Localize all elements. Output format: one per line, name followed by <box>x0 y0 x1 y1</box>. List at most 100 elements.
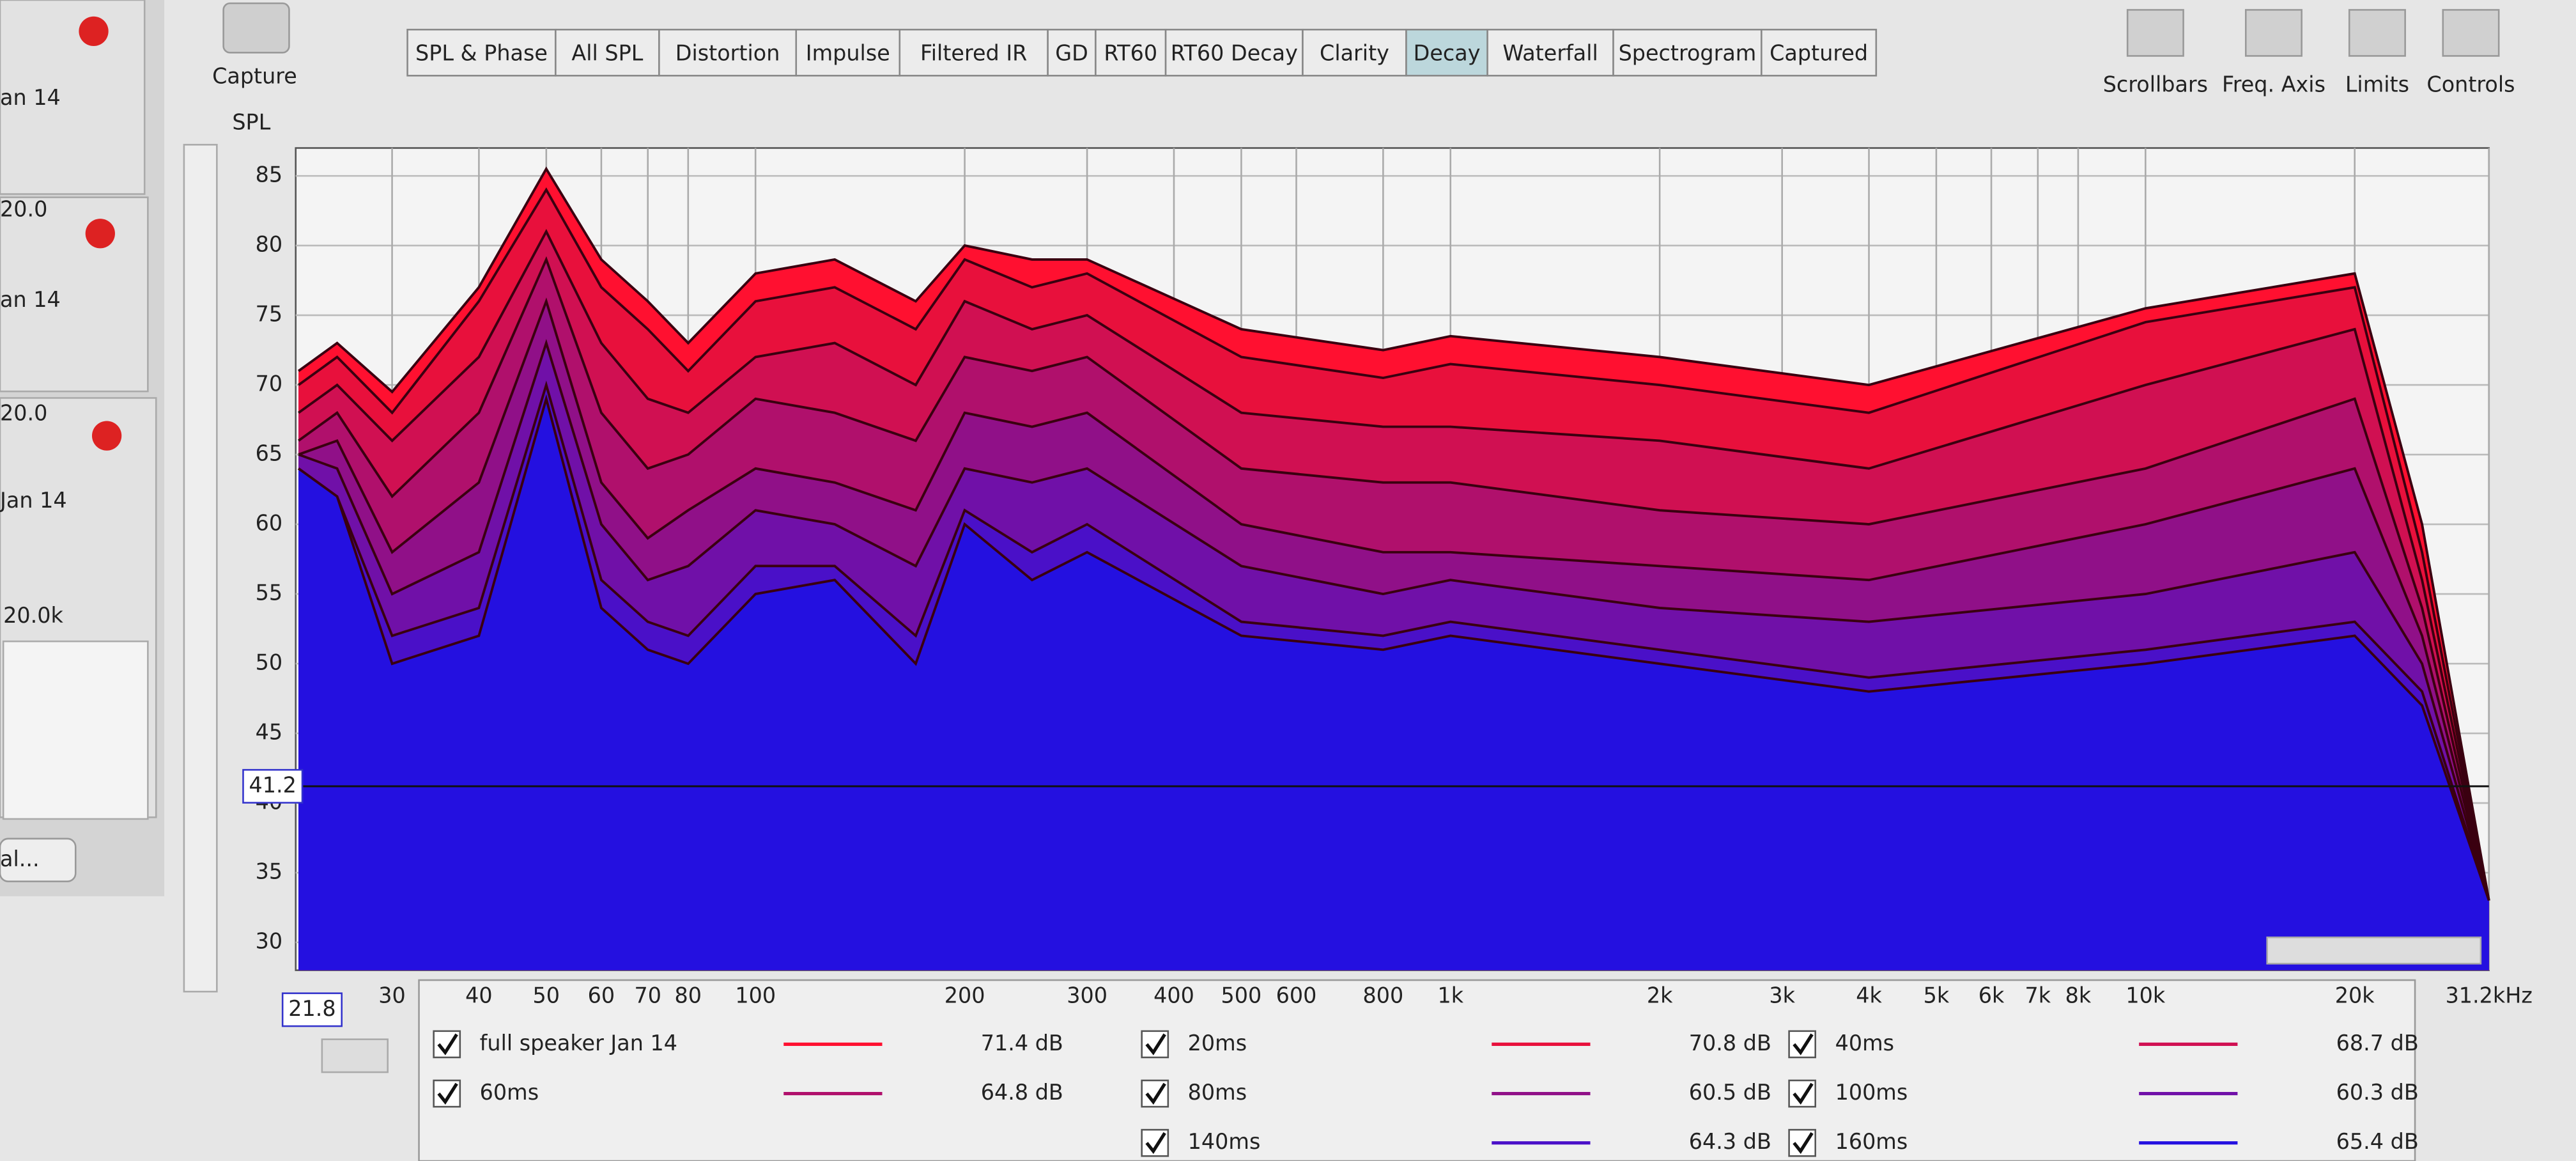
x-tick-label: 3k <box>1769 983 1795 1008</box>
cursor-x-label: 21.8 <box>288 996 335 1021</box>
close-icon[interactable] <box>79 16 109 47</box>
sidebar-text: 20.0 <box>0 197 47 222</box>
sidebar-text: an 14 <box>0 85 61 110</box>
toolbar-icon[interactable] <box>2244 9 2302 57</box>
legend-name: 100ms <box>1835 1080 1908 1105</box>
x-tick-label: 50 <box>533 983 560 1008</box>
close-icon[interactable] <box>91 421 122 451</box>
button[interactable] <box>0 838 77 883</box>
tab[interactable] <box>1486 29 1614 77</box>
checkmark <box>1145 1033 1166 1056</box>
decay-line <box>297 166 2490 901</box>
toolbar-button-label: Limits <box>2345 72 2409 97</box>
y-tick-label: 70 <box>256 371 283 396</box>
y-tick-label: 45 <box>256 720 283 745</box>
scroll-arrow[interactable] <box>321 1038 389 1073</box>
decay-line <box>298 297 2490 901</box>
close-icon[interactable] <box>85 219 115 249</box>
x-tick-label: 8k <box>2065 983 2092 1008</box>
capture-label: Capture <box>212 63 297 88</box>
y-tick-label: 75 <box>256 302 283 327</box>
x-tick-label: 800 <box>1362 983 1403 1008</box>
tab-label: SPL & Phase <box>415 40 548 65</box>
y-tick-label: 50 <box>256 650 283 675</box>
tab-label: All SPL <box>571 40 643 65</box>
y-tick-label: 35 <box>256 859 283 884</box>
panel <box>0 0 146 195</box>
tab[interactable] <box>1164 29 1304 77</box>
x-tick-label: 4k <box>1856 983 1882 1008</box>
x-tick-label: 200 <box>945 983 985 1008</box>
legend-name: 160ms <box>1835 1129 1908 1154</box>
toolbar-icon[interactable] <box>2348 9 2406 57</box>
y-tick-label: 30 <box>256 929 283 954</box>
legend-value: 64.8 dB <box>981 1080 1063 1105</box>
plot <box>295 148 2490 970</box>
legend-name: 80ms <box>1188 1080 1247 1105</box>
decay-line <box>297 228 2490 901</box>
checkmark <box>1793 1082 1814 1105</box>
tab[interactable] <box>1761 29 1878 77</box>
x-tick-label: 1k <box>1437 983 1463 1008</box>
x-tick-label: 2k <box>1647 983 1673 1008</box>
panel <box>0 196 149 393</box>
cursor-box <box>242 768 304 804</box>
checkbox[interactable] <box>1788 1128 1817 1157</box>
cursor-y-label: 41.2 <box>249 772 297 797</box>
checkbox[interactable] <box>1141 1079 1169 1108</box>
tab[interactable] <box>658 29 798 77</box>
sidebar-text: 20.0 <box>0 401 47 426</box>
tab[interactable] <box>406 29 557 77</box>
tab-label: Clarity <box>1320 40 1389 65</box>
panel-box <box>2 640 149 820</box>
vertical-scrollbar[interactable] <box>183 144 218 993</box>
toolbar-button-label: Freq. Axis <box>2222 72 2325 97</box>
checkmark <box>1145 1082 1166 1105</box>
tab-label: Decay <box>1414 40 1481 65</box>
x-tick-label: 30 <box>378 983 406 1008</box>
legend-name: 140ms <box>1188 1129 1261 1154</box>
x-tick-label: 40 <box>465 983 493 1008</box>
decay-line <box>297 187 2490 901</box>
sidebar-text: Jan 14 <box>0 488 67 513</box>
y-tick-label: 80 <box>256 232 283 257</box>
tab-label: RT60 Decay <box>1171 40 1298 65</box>
tab-label: RT60 <box>1104 40 1157 65</box>
x-tick-label: 100 <box>735 983 776 1008</box>
tab[interactable] <box>555 29 660 77</box>
legend-name: 60ms <box>480 1080 539 1105</box>
decay-line <box>298 339 2490 901</box>
legend-value: 60.5 dB <box>1689 1080 1771 1105</box>
legend-value: 60.3 dB <box>2336 1080 2419 1105</box>
tab-label: Captured <box>1770 40 1868 65</box>
y-tick-label: 55 <box>256 580 283 605</box>
y-axis-label: SPL <box>232 109 270 134</box>
tab[interactable] <box>1405 29 1488 77</box>
tab[interactable] <box>1302 29 1407 77</box>
tab-label: Filtered IR <box>920 40 1027 65</box>
checkbox[interactable] <box>1788 1079 1817 1108</box>
x-tick-label: 70 <box>634 983 661 1008</box>
legend-value: 65.4 dB <box>2336 1129 2419 1154</box>
checkmark <box>1793 1033 1814 1056</box>
checkmark <box>437 1033 458 1056</box>
sidebar-text: an 14 <box>0 287 61 312</box>
capture-icon[interactable] <box>222 2 290 54</box>
x-tick-label: 500 <box>1221 983 1262 1008</box>
legend-name: full speaker Jan 14 <box>480 1031 677 1056</box>
tab-label: Impulse <box>806 40 890 65</box>
toolbar-icon[interactable] <box>2126 9 2184 57</box>
legend-name: 40ms <box>1835 1031 1894 1056</box>
checkmark <box>1793 1132 1814 1154</box>
x-tick-label: 31.2kHz <box>2446 983 2533 1008</box>
tab[interactable] <box>899 29 1049 77</box>
x-tick-label: 80 <box>675 983 702 1008</box>
sidebar-text: al... <box>0 846 40 871</box>
checkmark <box>1145 1132 1166 1154</box>
horizontal-scrollbar[interactable] <box>2266 936 2482 965</box>
legend-panel <box>418 979 2416 1161</box>
x-tick-label: 6k <box>1978 983 2005 1008</box>
toolbar-icon[interactable] <box>2442 9 2500 57</box>
tab[interactable] <box>795 29 901 77</box>
tab[interactable] <box>1612 29 1762 77</box>
